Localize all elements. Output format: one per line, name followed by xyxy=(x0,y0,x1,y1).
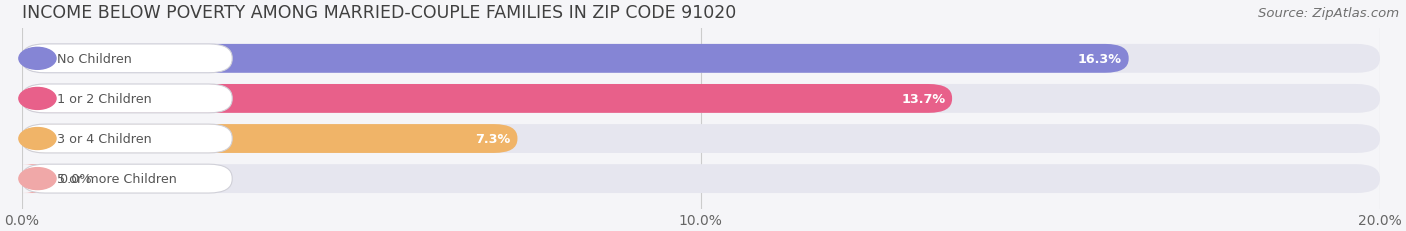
FancyBboxPatch shape xyxy=(21,45,232,73)
Text: 13.7%: 13.7% xyxy=(901,93,945,106)
Circle shape xyxy=(18,88,56,110)
FancyBboxPatch shape xyxy=(21,85,232,113)
FancyBboxPatch shape xyxy=(21,125,1379,153)
Circle shape xyxy=(18,168,56,190)
FancyBboxPatch shape xyxy=(21,125,232,153)
Text: 16.3%: 16.3% xyxy=(1078,53,1122,66)
FancyBboxPatch shape xyxy=(21,85,952,113)
FancyBboxPatch shape xyxy=(21,125,517,153)
FancyBboxPatch shape xyxy=(21,85,1379,113)
FancyBboxPatch shape xyxy=(21,164,1379,193)
FancyBboxPatch shape xyxy=(21,45,1379,73)
Text: 3 or 4 Children: 3 or 4 Children xyxy=(56,132,152,145)
Text: INCOME BELOW POVERTY AMONG MARRIED-COUPLE FAMILIES IN ZIP CODE 91020: INCOME BELOW POVERTY AMONG MARRIED-COUPL… xyxy=(21,4,735,22)
FancyBboxPatch shape xyxy=(21,164,232,193)
Circle shape xyxy=(18,48,56,70)
Text: No Children: No Children xyxy=(56,53,132,66)
Text: 7.3%: 7.3% xyxy=(475,132,510,145)
Text: Source: ZipAtlas.com: Source: ZipAtlas.com xyxy=(1258,7,1399,20)
FancyBboxPatch shape xyxy=(21,45,1129,73)
Text: 5 or more Children: 5 or more Children xyxy=(56,172,177,185)
Circle shape xyxy=(18,128,56,150)
Text: 1 or 2 Children: 1 or 2 Children xyxy=(56,93,152,106)
Text: 0.0%: 0.0% xyxy=(59,172,91,185)
FancyBboxPatch shape xyxy=(21,164,45,193)
